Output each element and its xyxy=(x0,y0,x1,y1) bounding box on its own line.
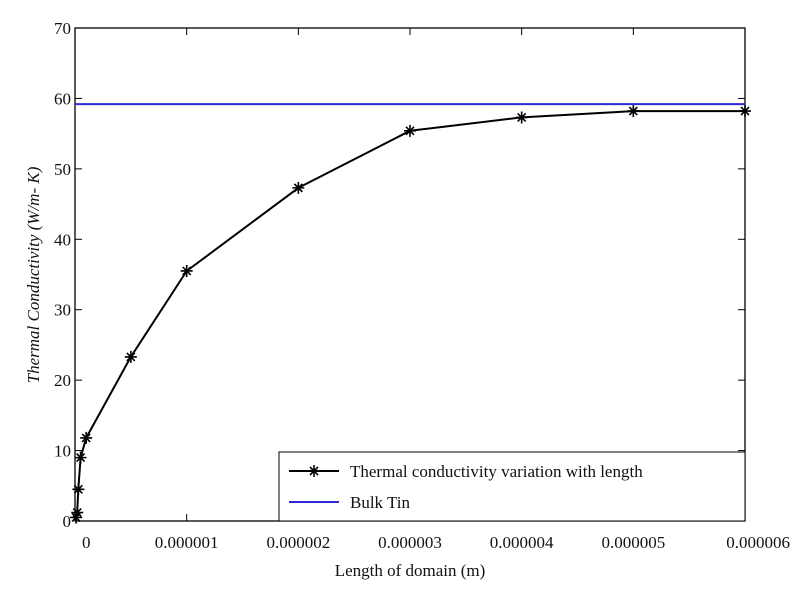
legend: Thermal conductivity variation with leng… xyxy=(278,451,746,522)
legend-marker-thermal xyxy=(308,465,320,477)
y-tick-label: 30 xyxy=(54,301,71,320)
data-point xyxy=(124,350,137,363)
y-tick-label: 20 xyxy=(54,371,71,390)
data-point xyxy=(71,506,84,519)
data-point xyxy=(72,483,85,496)
data-point xyxy=(292,181,305,194)
legend-box xyxy=(278,451,746,522)
data-point xyxy=(74,451,87,464)
x-tick-label: 0.000003 xyxy=(378,533,442,552)
x-tick-label: 0 xyxy=(82,533,91,552)
legend-star-marker xyxy=(308,465,320,477)
x-tick-label: 0.000004 xyxy=(490,533,554,552)
y-tick-label: 40 xyxy=(54,230,71,249)
data-point xyxy=(515,111,528,124)
data-point xyxy=(627,105,640,118)
data-point xyxy=(180,264,193,277)
legend-label-thermal: Thermal conductivity variation with leng… xyxy=(350,462,643,481)
y-tick-label: 50 xyxy=(54,160,71,179)
x-tick-label: 0.000005 xyxy=(601,533,665,552)
x-tick-label: 0.000006 xyxy=(726,533,790,552)
y-tick-label: 10 xyxy=(54,442,71,461)
series-layer xyxy=(70,103,751,524)
data-point xyxy=(70,511,83,524)
legend-label-bulk-tin: Bulk Tin xyxy=(350,493,411,512)
x-axis-title: Length of domain (m) xyxy=(335,561,486,580)
y-tick-label: 0 xyxy=(63,512,72,531)
y-tick-label: 70 xyxy=(54,19,71,38)
data-point xyxy=(80,431,93,444)
y-axis-title: Thermal Conductivity (W/m- K) xyxy=(24,166,43,383)
data-point xyxy=(739,105,751,118)
axis-tick-labels: 0 10 20 30 40 50 60 70 0 0.000001 0.000002 0.000003… xyxy=(54,19,790,552)
x-tick-label: 0.000001 xyxy=(155,533,219,552)
plot-frame xyxy=(74,27,746,522)
x-tick-label: 0.000002 xyxy=(266,533,330,552)
data-point xyxy=(404,124,416,137)
y-tick-label: 60 xyxy=(54,89,71,108)
